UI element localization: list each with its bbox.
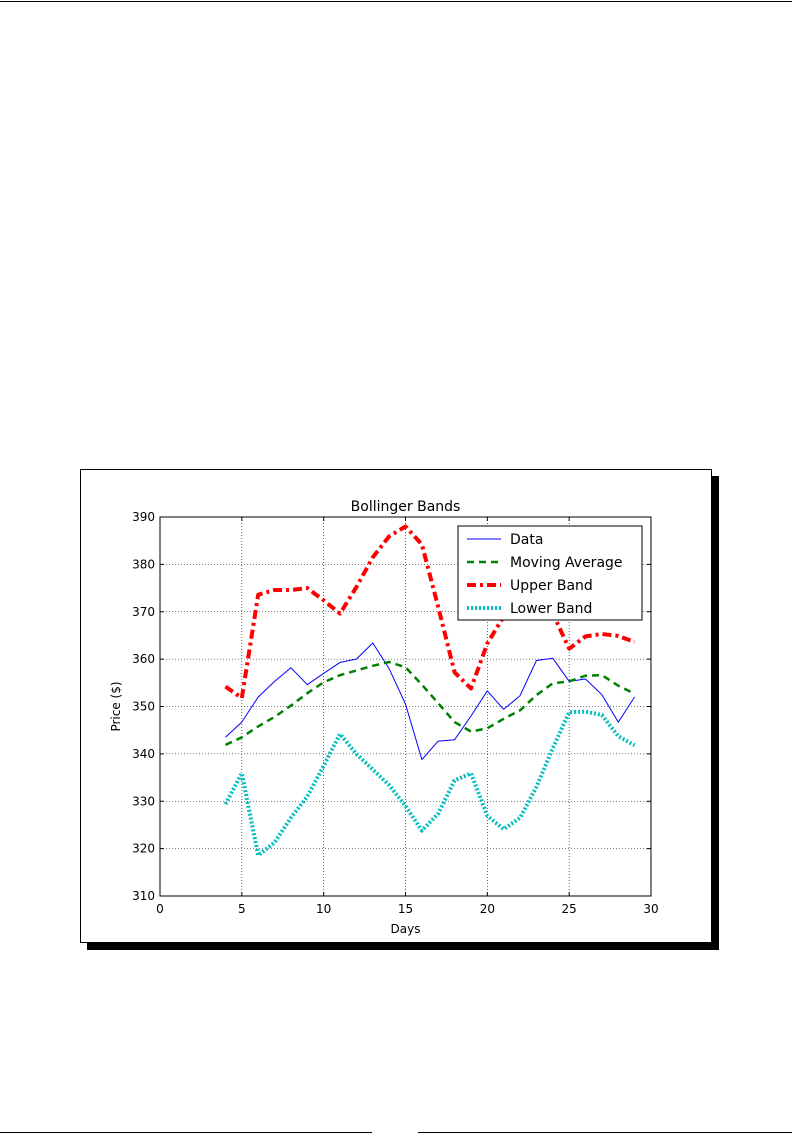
- bottom-page-rule-left: [0, 1132, 372, 1133]
- x-tick-label: 15: [398, 902, 413, 916]
- legend-box: [457, 525, 643, 621]
- y-tick-label: 350: [132, 700, 155, 714]
- x-tick-label: 10: [316, 902, 331, 916]
- x-tick-label: 0: [156, 902, 164, 916]
- y-tick-label: 380: [132, 557, 155, 571]
- top-page-rule: [0, 1, 792, 2]
- legend-label-data: Data: [510, 532, 543, 548]
- y-tick-label: 370: [132, 605, 155, 619]
- x-tick-label: 5: [238, 902, 246, 916]
- y-tick-label: 310: [132, 889, 155, 903]
- y-tick-label: 330: [132, 794, 155, 808]
- tick-layer: 0 5 10 15 20 25 30 310 320 330 340 350 360 370 380 390: [132, 510, 659, 916]
- series-line-moving-average: [224, 660, 636, 747]
- series-line-data: [225, 642, 636, 761]
- chart-figure: 0 5 10 15 20 25 30 310 320 330 340 350 360 370 380 390 …: [80, 469, 712, 943]
- y-tick-label: 390: [132, 510, 155, 524]
- legend-label-moving-average: Moving Average: [510, 555, 623, 571]
- series-layer: [223, 524, 636, 858]
- chart-title: Bollinger Bands: [351, 499, 461, 515]
- x-axis-label: Days: [391, 922, 421, 936]
- legend: Data Moving Average Upper Band Lower Band: [457, 525, 643, 621]
- y-tick-label: 320: [132, 842, 155, 856]
- x-tick-label: 20: [480, 902, 495, 916]
- bottom-page-rule-right: [418, 1132, 792, 1133]
- y-tick-label: 360: [132, 652, 155, 666]
- x-tick-label: 25: [562, 902, 577, 916]
- series-line-lower-band: [223, 709, 636, 858]
- y-tick-label: 340: [132, 747, 155, 761]
- y-axis-label: Price ($): [109, 681, 123, 731]
- legend-label-lower-band: Lower Band: [510, 601, 592, 617]
- chart-canvas: 0 5 10 15 20 25 30310320330340350360370380390 …: [109, 499, 659, 936]
- series-line-upper-band: [224, 524, 636, 700]
- x-tick-label: 30: [643, 902, 658, 916]
- legend-label-upper-band: Upper Band: [510, 578, 593, 594]
- grid-layer: [160, 517, 651, 896]
